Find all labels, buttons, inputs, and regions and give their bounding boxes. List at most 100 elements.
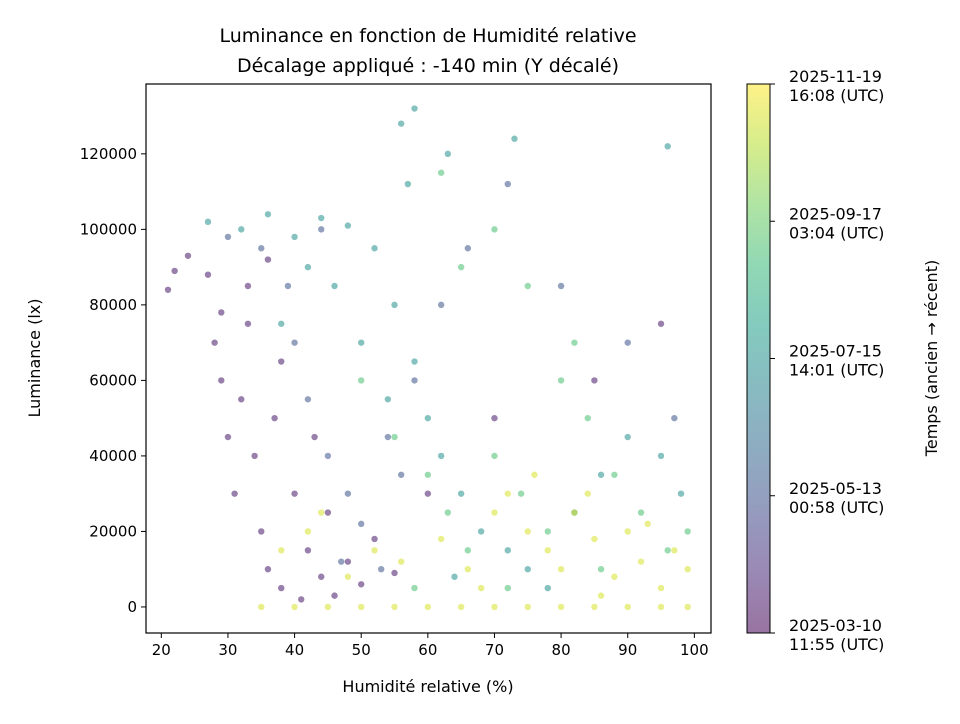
y-tick-label: 120000 <box>80 145 137 163</box>
data-point <box>464 245 472 252</box>
data-point <box>358 603 365 611</box>
data-point <box>211 339 218 346</box>
data-point <box>371 547 378 554</box>
data-point <box>384 396 392 403</box>
data-point <box>318 226 325 233</box>
data-point <box>597 565 605 573</box>
y-tick-label: 80000 <box>89 296 137 314</box>
data-point <box>671 547 678 554</box>
data-point <box>504 180 511 188</box>
data-point <box>291 490 298 497</box>
data-point <box>457 263 465 271</box>
data-point <box>344 573 352 580</box>
colorbar-tick-time: 11:55 (UTC) <box>789 635 884 654</box>
data-point <box>571 509 578 516</box>
data-point <box>358 339 365 346</box>
data-point <box>664 143 671 150</box>
data-point <box>344 222 352 229</box>
data-point <box>504 584 511 592</box>
data-point <box>464 547 472 554</box>
data-point <box>657 452 665 460</box>
data-point <box>671 414 678 422</box>
data-point <box>624 528 631 535</box>
data-point <box>597 471 605 478</box>
y-tick-label: 0 <box>127 598 137 616</box>
data-point <box>377 565 385 573</box>
data-point <box>477 528 485 535</box>
data-point <box>611 471 618 478</box>
data-point <box>231 490 238 497</box>
data-point <box>491 414 498 422</box>
data-point <box>531 471 538 478</box>
data-point <box>404 180 412 188</box>
data-point <box>524 282 531 290</box>
data-point <box>311 433 318 441</box>
colorbar-bar <box>746 83 771 634</box>
data-point <box>424 603 432 611</box>
data-point <box>258 603 265 611</box>
x-tick-label: 40 <box>285 641 304 659</box>
data-point <box>591 535 598 543</box>
data-point <box>584 414 591 422</box>
data-point <box>437 301 445 309</box>
data-point <box>171 267 178 275</box>
colorbar-tick-label: 2025-11-19 16:08 (UTC) <box>789 67 884 105</box>
data-point <box>318 214 325 222</box>
data-point <box>511 135 518 142</box>
data-point <box>684 528 691 535</box>
data-point <box>684 603 691 611</box>
data-point <box>644 520 651 528</box>
data-point <box>244 320 252 327</box>
data-point <box>397 120 405 127</box>
data-point <box>411 377 418 384</box>
x-tick-label: 60 <box>418 641 437 659</box>
data-point <box>304 263 312 271</box>
data-point <box>457 490 465 497</box>
data-point <box>218 377 225 384</box>
points-layer <box>164 105 691 611</box>
x-tick-label: 20 <box>152 641 171 659</box>
data-point <box>304 396 312 403</box>
data-point <box>324 509 332 516</box>
data-point <box>411 105 418 112</box>
data-point <box>451 573 458 580</box>
data-point <box>657 584 665 592</box>
data-point <box>544 528 551 535</box>
data-point <box>218 309 225 316</box>
data-point <box>491 509 498 516</box>
colorbar-tick-time: 16:08 (UTC) <box>789 86 884 105</box>
data-point <box>238 226 245 233</box>
chart-title: Luminance en fonction de Humidité relati… <box>219 25 636 47</box>
data-point <box>304 547 312 554</box>
data-point <box>264 256 272 263</box>
data-point <box>251 452 258 460</box>
x-tick-label: 90 <box>618 641 637 659</box>
data-point <box>397 471 405 478</box>
data-point <box>278 320 285 327</box>
data-point <box>204 271 212 278</box>
data-point <box>491 603 498 611</box>
data-point <box>184 252 192 259</box>
data-point <box>491 226 498 233</box>
data-point <box>238 396 245 403</box>
y-axis-label: Luminance (lx) <box>25 298 44 417</box>
data-point <box>324 603 332 611</box>
y-tick-label: 20000 <box>89 522 137 540</box>
data-point <box>291 339 298 346</box>
data-point <box>657 320 665 327</box>
data-point <box>204 218 212 226</box>
data-point <box>358 377 365 384</box>
axes: 20 30 40 50 60 70 80 90 100 0 20000 40000 60000 80000… <box>80 83 712 659</box>
data-point <box>278 547 285 554</box>
data-point <box>244 282 252 290</box>
x-tick-label: 70 <box>485 641 504 659</box>
data-point <box>584 490 591 497</box>
data-point <box>624 339 631 346</box>
data-point <box>391 603 398 611</box>
data-point <box>298 596 305 603</box>
data-point <box>624 603 631 611</box>
data-point <box>491 452 498 460</box>
data-point <box>224 233 232 241</box>
data-point <box>571 339 578 346</box>
